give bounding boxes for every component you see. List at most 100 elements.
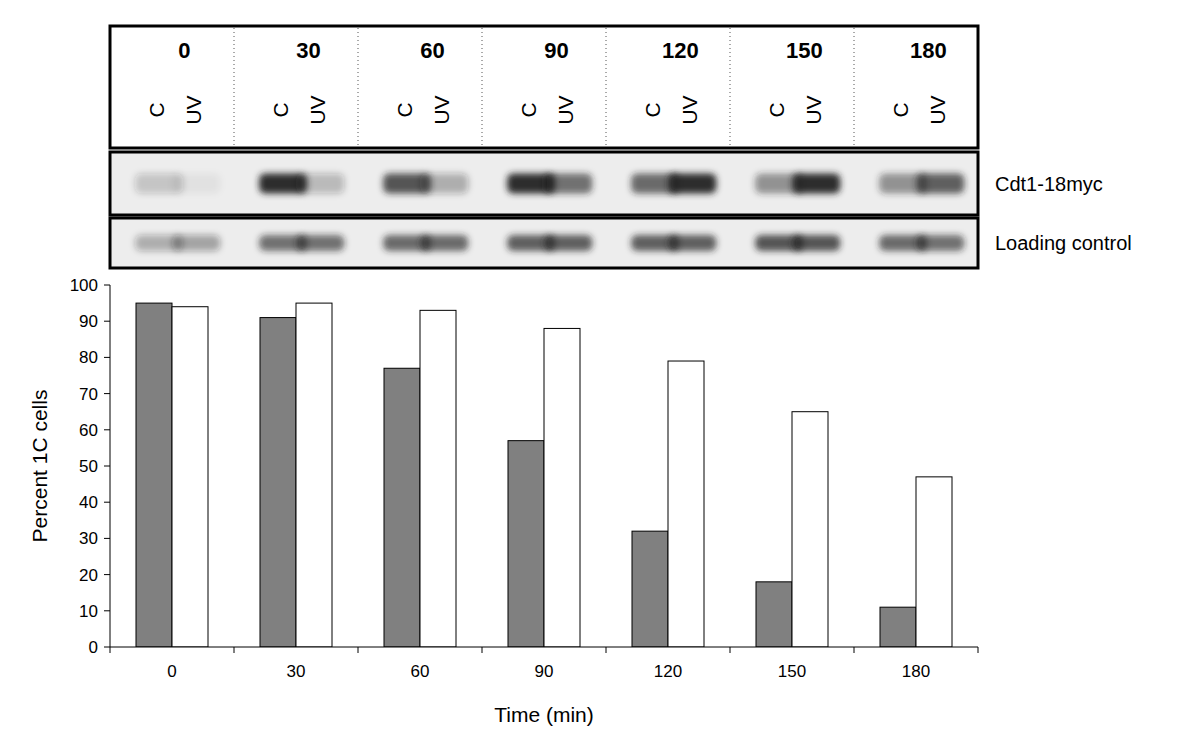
y-tick-label: 60 — [79, 421, 98, 440]
bar — [756, 582, 792, 647]
lane-label: C — [145, 102, 168, 117]
time-label: 60 — [420, 38, 444, 63]
x-tick-label: 120 — [654, 662, 682, 681]
y-tick — [104, 610, 110, 611]
y-tick-label: 10 — [79, 602, 98, 621]
band-label: Loading control — [995, 232, 1132, 254]
lane-label: UV — [554, 95, 577, 124]
y-tick-label: 0 — [89, 638, 98, 657]
bar — [384, 368, 420, 647]
x-tick-label: 150 — [778, 662, 806, 681]
blot-row — [110, 218, 978, 268]
band — [296, 174, 344, 194]
time-label: 0 — [178, 38, 190, 63]
y-tick-label: 20 — [79, 566, 98, 585]
header-frame — [110, 26, 978, 148]
bar — [136, 303, 172, 647]
lane-label: C — [765, 102, 788, 117]
y-tick — [104, 574, 110, 575]
x-tick-label: 180 — [902, 662, 930, 681]
x-tick-label: 60 — [411, 662, 430, 681]
band — [544, 235, 592, 251]
y-tick-label: 30 — [79, 529, 98, 548]
x-tick — [234, 647, 235, 653]
blot-frame — [110, 218, 978, 268]
lane-label: C — [517, 102, 540, 117]
bar — [792, 412, 828, 647]
bar — [508, 441, 544, 647]
time-label: 150 — [786, 38, 823, 63]
band — [296, 235, 344, 251]
bar — [880, 607, 916, 647]
group-separator — [730, 28, 731, 146]
band — [172, 174, 220, 194]
band — [420, 235, 468, 251]
y-tick-label: 90 — [79, 312, 98, 331]
lane-label: UV — [802, 95, 825, 124]
band — [916, 235, 964, 251]
x-axis — [110, 647, 978, 648]
bars — [136, 303, 952, 647]
x-tick — [978, 647, 979, 653]
x-tick-label: 0 — [167, 662, 176, 681]
y-tick-label: 100 — [70, 276, 98, 295]
y-tick — [104, 538, 110, 539]
time-label: 120 — [662, 38, 699, 63]
x-tick — [358, 647, 359, 653]
lane-label: UV — [678, 95, 701, 124]
y-tick — [104, 321, 110, 322]
group-separator — [234, 28, 235, 146]
blot-header: 0CUV30CUV60CUV90CUV120CUV150CUV180CUV — [110, 26, 978, 148]
bar — [420, 310, 456, 647]
time-label: 30 — [296, 38, 320, 63]
group-separator — [606, 28, 607, 146]
bar — [260, 318, 296, 647]
group-separator — [482, 28, 483, 146]
lane-label: UV — [926, 95, 949, 124]
y-tick-label: 40 — [79, 493, 98, 512]
band — [792, 174, 840, 194]
band — [916, 174, 964, 194]
lane-label: C — [393, 102, 416, 117]
lane-label: UV — [182, 95, 205, 124]
y-tick — [104, 357, 110, 358]
band — [668, 235, 716, 251]
time-label: 180 — [910, 38, 947, 63]
x-tick — [730, 647, 731, 653]
x-tick-label: 90 — [535, 662, 554, 681]
bar — [296, 303, 332, 647]
figure: 0CUV30CUV60CUV90CUV120CUV150CUV180CUVCdt… — [0, 0, 1200, 745]
band — [668, 174, 716, 194]
y-tick — [104, 393, 110, 394]
y-axis-label: Percent 1C cells — [28, 390, 51, 543]
lane-label: UV — [430, 95, 453, 124]
y-tick — [104, 466, 110, 467]
group-separator — [854, 28, 855, 146]
band — [544, 174, 592, 194]
y-tick — [104, 285, 110, 286]
x-tick-label: 30 — [287, 662, 306, 681]
x-axis-label: Time (min) — [494, 703, 594, 726]
bar — [632, 531, 668, 647]
band — [420, 174, 468, 194]
x-tick — [482, 647, 483, 653]
bar — [916, 477, 952, 647]
blot-frame — [110, 152, 978, 215]
x-tick — [606, 647, 607, 653]
band — [792, 235, 840, 251]
y-tick — [104, 647, 110, 648]
y-tick-label: 70 — [79, 385, 98, 404]
bar — [544, 328, 580, 647]
blot-row — [110, 152, 978, 215]
bar — [668, 361, 704, 647]
lane-label: UV — [306, 95, 329, 124]
lane-label: C — [641, 102, 664, 117]
y-tick-label: 50 — [79, 457, 98, 476]
time-label: 90 — [544, 38, 568, 63]
y-tick-label: 80 — [79, 348, 98, 367]
bar — [172, 307, 208, 647]
band — [172, 235, 220, 251]
y-tick — [104, 502, 110, 503]
lane-label: C — [269, 102, 292, 117]
group-separator — [358, 28, 359, 146]
